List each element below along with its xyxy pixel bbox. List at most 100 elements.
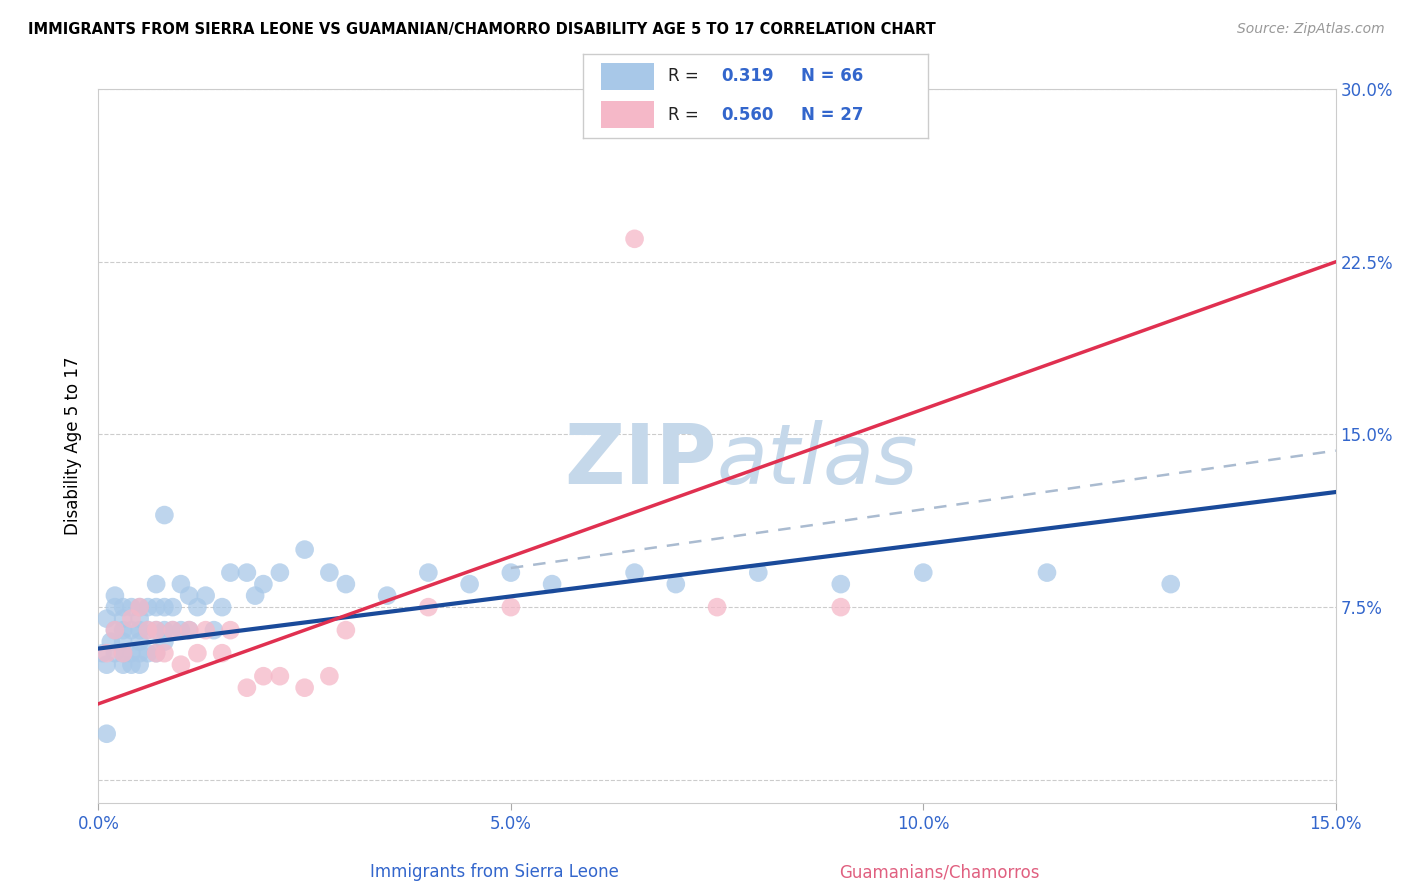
Point <box>128 634 150 648</box>
Point <box>294 542 316 557</box>
Point <box>170 623 193 637</box>
Point <box>145 600 167 615</box>
Point <box>145 577 167 591</box>
Text: IMMIGRANTS FROM SIERRA LEONE VS GUAMANIAN/CHAMORRO DISABILITY AGE 5 TO 17 CORREL: IMMIGRANTS FROM SIERRA LEONE VS GUAMANIA… <box>28 22 936 37</box>
Point <box>145 646 167 660</box>
Text: ZIP: ZIP <box>565 420 717 500</box>
Point <box>145 623 167 637</box>
Text: N = 66: N = 66 <box>800 68 863 86</box>
Point <box>112 612 135 626</box>
Point <box>104 623 127 637</box>
Point <box>252 577 274 591</box>
Point <box>318 669 340 683</box>
Text: N = 27: N = 27 <box>800 105 863 123</box>
Point <box>162 600 184 615</box>
Point <box>236 566 259 580</box>
Point <box>499 566 522 580</box>
Point <box>120 657 142 672</box>
Point <box>145 623 167 637</box>
Text: atlas: atlas <box>717 420 918 500</box>
Point <box>170 577 193 591</box>
Point <box>186 600 208 615</box>
Point <box>458 577 481 591</box>
Point <box>128 646 150 660</box>
Point <box>1160 577 1182 591</box>
Point <box>136 646 159 660</box>
Point <box>120 646 142 660</box>
Point <box>179 623 201 637</box>
Point <box>706 600 728 615</box>
Point <box>912 566 935 580</box>
Point <box>153 634 176 648</box>
Text: 0.319: 0.319 <box>721 68 773 86</box>
Text: Guamanians/Chamorros: Guamanians/Chamorros <box>839 863 1040 881</box>
FancyBboxPatch shape <box>600 101 654 128</box>
Point <box>104 646 127 660</box>
Point <box>128 600 150 615</box>
Point <box>153 646 176 660</box>
Point <box>318 566 340 580</box>
Point <box>96 612 118 626</box>
Point <box>136 623 159 637</box>
Point <box>96 646 118 660</box>
Point <box>418 566 440 580</box>
Point <box>219 623 242 637</box>
Text: Source: ZipAtlas.com: Source: ZipAtlas.com <box>1237 22 1385 37</box>
Point <box>128 623 150 637</box>
Point <box>162 623 184 637</box>
Point <box>623 232 645 246</box>
Point <box>136 600 159 615</box>
Point <box>128 657 150 672</box>
Point <box>104 589 127 603</box>
Point <box>830 577 852 591</box>
Point <box>112 634 135 648</box>
Point <box>194 623 217 637</box>
Point <box>100 634 122 648</box>
Text: R =: R = <box>668 68 703 86</box>
FancyBboxPatch shape <box>600 62 654 90</box>
Point <box>243 589 266 603</box>
Point <box>194 589 217 603</box>
Point <box>211 646 233 660</box>
Point <box>418 600 440 615</box>
Point <box>96 727 118 741</box>
Text: R =: R = <box>668 105 703 123</box>
Point <box>747 566 769 580</box>
Point <box>145 646 167 660</box>
Point <box>104 600 127 615</box>
Text: 0.560: 0.560 <box>721 105 773 123</box>
Point <box>112 657 135 672</box>
Point <box>120 600 142 615</box>
Point <box>120 612 142 626</box>
Point <box>91 646 114 660</box>
Point <box>153 600 176 615</box>
Point <box>1036 566 1059 580</box>
Point <box>541 577 564 591</box>
Point <box>170 657 193 672</box>
Point <box>202 623 225 637</box>
Point <box>269 669 291 683</box>
Point <box>153 623 176 637</box>
Point <box>112 600 135 615</box>
Point <box>128 612 150 626</box>
Point <box>665 577 688 591</box>
Point <box>375 589 398 603</box>
Y-axis label: Disability Age 5 to 17: Disability Age 5 to 17 <box>65 357 83 535</box>
Point <box>219 566 242 580</box>
Text: Immigrants from Sierra Leone: Immigrants from Sierra Leone <box>370 863 619 881</box>
Point <box>112 646 135 660</box>
Point <box>186 646 208 660</box>
Point <box>294 681 316 695</box>
Point <box>153 508 176 522</box>
Point <box>252 669 274 683</box>
Point <box>211 600 233 615</box>
Point <box>179 589 201 603</box>
Point <box>162 623 184 637</box>
Point <box>830 600 852 615</box>
Point <box>335 623 357 637</box>
Point <box>179 623 201 637</box>
Point <box>104 623 127 637</box>
Point <box>128 600 150 615</box>
Point <box>112 623 135 637</box>
Point <box>96 657 118 672</box>
